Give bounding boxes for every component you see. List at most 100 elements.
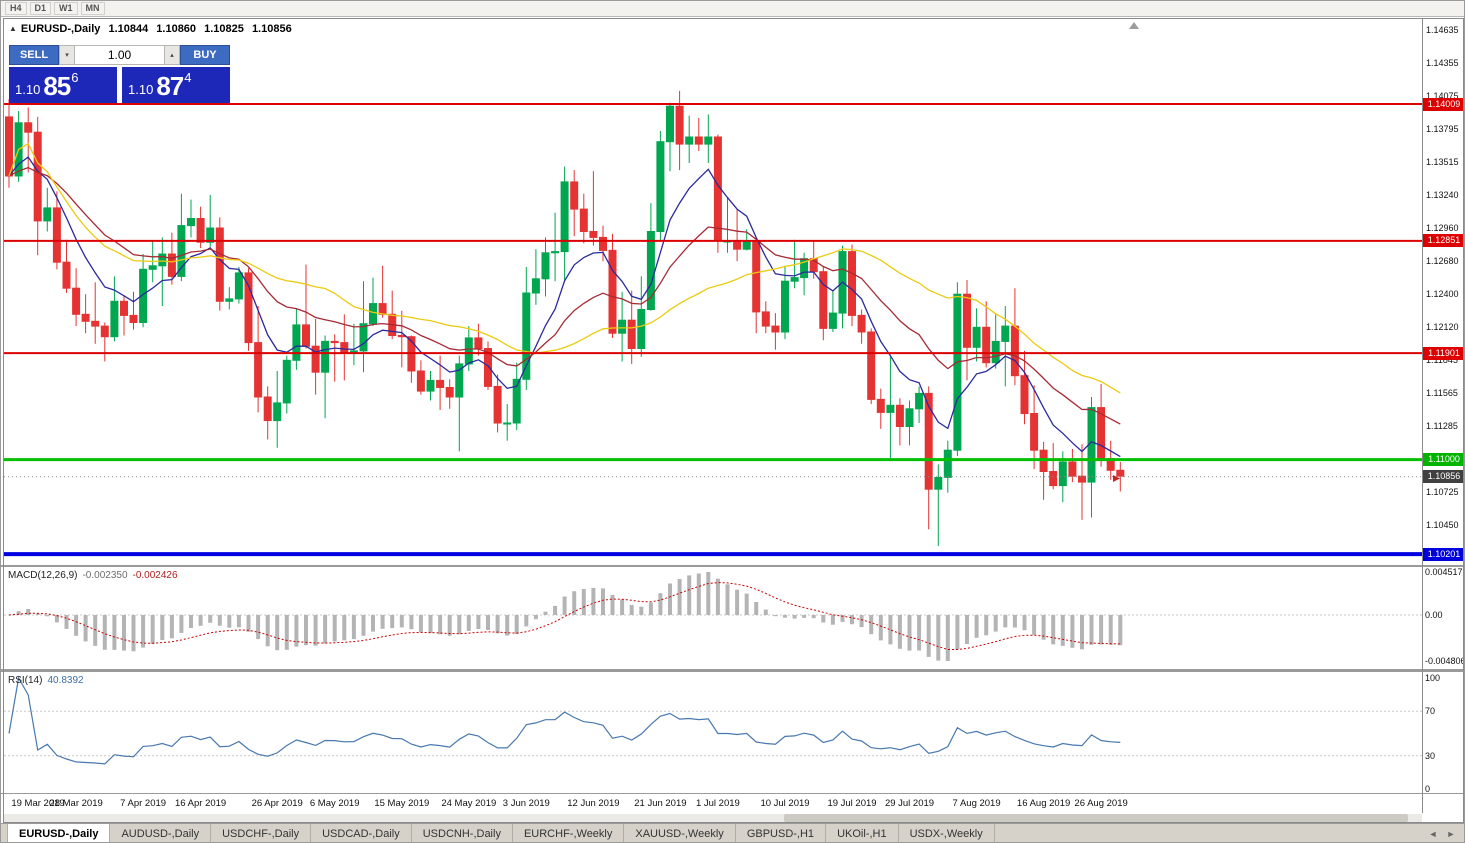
candle (474, 337, 483, 349)
candle (148, 265, 157, 270)
chart-tab-usdcad-daily[interactable]: USDCAD-,Daily (311, 824, 412, 842)
candle (551, 251, 560, 254)
price-tick-label: 1.14635 (1426, 25, 1459, 35)
volume-decrease-button[interactable]: ▾ (59, 45, 74, 65)
chart-tab-eurchf-weekly[interactable]: EURCHF-,Weekly (513, 824, 625, 842)
price-tick-label: 1.10450 (1426, 519, 1459, 530)
candle (618, 319, 627, 334)
chart-tab-usdchf-daily[interactable]: USDCHF-,Daily (211, 824, 312, 842)
pane-splitter-macd-rsi[interactable] (1, 669, 1464, 672)
timeframe-mn-button[interactable]: MN (80, 2, 105, 15)
candle (828, 312, 837, 329)
candle (512, 378, 521, 424)
pane-splitter-main-macd[interactable] (1, 565, 1464, 567)
sell-price-big: 85 (43, 71, 71, 101)
sell-price-panel[interactable]: 1.10 85 6 (9, 67, 117, 103)
horizontal-scrollbar[interactable] (4, 814, 1422, 822)
rsi-indicator-pane[interactable] (4, 672, 1422, 793)
candle (416, 370, 425, 392)
candle (1020, 375, 1029, 415)
candle (819, 271, 828, 329)
chart-tab-ukoil-h1[interactable]: UKOil-,H1 (826, 824, 899, 842)
trade-prices-row: 1.10 85 6 1.10 87 4 (9, 67, 230, 103)
candle (953, 293, 962, 451)
buy-button[interactable]: BUY (180, 45, 230, 65)
candle (378, 303, 387, 315)
candle (972, 326, 981, 348)
timeframe-d1-button[interactable]: D1 (29, 2, 52, 15)
candle (33, 131, 42, 222)
candle (52, 207, 61, 263)
candle (72, 287, 81, 315)
price-tick-label: 1.12400 (1426, 289, 1459, 300)
candle (302, 324, 310, 347)
trade-controls-row: SELL ▾ 1.00 ▴ BUY (9, 45, 230, 65)
candle (771, 325, 780, 333)
price-tick-label: 1.12120 (1426, 322, 1459, 333)
macd-indicator-pane[interactable] (4, 567, 1422, 669)
candle (943, 449, 952, 478)
chart-tab-usdcnh-daily[interactable]: USDCNH-,Daily (412, 824, 513, 842)
scrollbar-thumb[interactable] (783, 814, 1408, 822)
price-chart-pane[interactable] (4, 19, 1422, 565)
date-label: 24 May 2019 (441, 798, 497, 809)
price-tick-label: 1.11845 (1426, 354, 1458, 365)
candle (905, 408, 914, 427)
rsi-axis-label: 100 (1425, 673, 1441, 683)
date-label: 16 Aug 2019 (1016, 798, 1071, 809)
sell-price-pip: 6 (71, 70, 79, 85)
candle (359, 323, 368, 352)
date-label: 26 Apr 2019 (251, 798, 303, 809)
macd-signal-value: -0.002426 (132, 570, 178, 581)
chart-tab-xauusd-weekly[interactable]: XAUUSD-,Weekly (624, 824, 736, 842)
candle (1001, 325, 1010, 342)
rsi-axis-label: 70 (1425, 706, 1436, 716)
date-label: 19 Mar 2019 (11, 798, 65, 809)
date-label: 16 Apr 2019 (174, 798, 227, 809)
ohlc-close: 1.10856 (251, 23, 292, 35)
tab-scroll-left-icon[interactable]: ◄ (1428, 829, 1438, 839)
candle (867, 331, 876, 400)
chart-tab-usdx-weekly[interactable]: USDX-,Weekly (899, 824, 995, 842)
chart-tab-gbpusd-h1[interactable]: GBPUSD-,H1 (736, 824, 827, 842)
sell-price-base: 1.10 (15, 82, 41, 97)
candle (206, 227, 215, 243)
candle (5, 116, 13, 177)
sell-button[interactable]: SELL (9, 45, 59, 65)
tab-scroll-right-icon[interactable]: ► (1446, 829, 1456, 839)
date-label: 15 May 2019 (374, 798, 430, 809)
candle (263, 396, 272, 422)
collapse-trade-panel-icon[interactable]: ▲ (9, 24, 17, 33)
candle (1049, 471, 1058, 487)
chart-tab-eurusd-daily[interactable]: EURUSD-,Daily (7, 824, 111, 842)
buy-price-panel[interactable]: 1.10 87 4 (122, 67, 230, 103)
candle (129, 314, 138, 323)
date-label: 21 Jun 2019 (634, 798, 687, 809)
macd-name: MACD(12,26,9) (8, 570, 78, 581)
price-tick-label: 1.13240 (1426, 189, 1459, 200)
volume-increase-button[interactable]: ▴ (165, 45, 180, 65)
macd-axis-zero: 0.00 (1425, 610, 1443, 620)
candle (330, 340, 339, 344)
candle (704, 136, 713, 145)
candle (273, 402, 282, 422)
candle (369, 303, 377, 325)
candle (282, 359, 291, 404)
macd-axis-min: -0.004806 (1425, 656, 1465, 666)
tab-scroll-arrows: ◄ ► (1426, 827, 1458, 841)
candle (91, 320, 100, 327)
volume-input[interactable]: 1.00 (74, 45, 165, 65)
candle (982, 326, 991, 364)
candle (876, 398, 885, 413)
timeframe-toolbar: H4 D1 W1 MN (1, 1, 1464, 17)
chart-tab-audusd-daily[interactable]: AUDUSD-,Daily (110, 824, 212, 842)
candle (531, 278, 540, 294)
candle (340, 342, 349, 353)
price-tick-label: 1.13795 (1426, 124, 1459, 135)
timeframe-h4-button[interactable]: H4 (5, 2, 27, 15)
chart-symbol-label: EURUSD-,Daily (20, 23, 101, 35)
candle (484, 348, 492, 387)
timeframe-w1-button[interactable]: W1 (54, 2, 78, 15)
chart-shift-marker-icon[interactable] (1129, 22, 1139, 29)
price-tick-label: 1.12680 (1426, 256, 1459, 267)
